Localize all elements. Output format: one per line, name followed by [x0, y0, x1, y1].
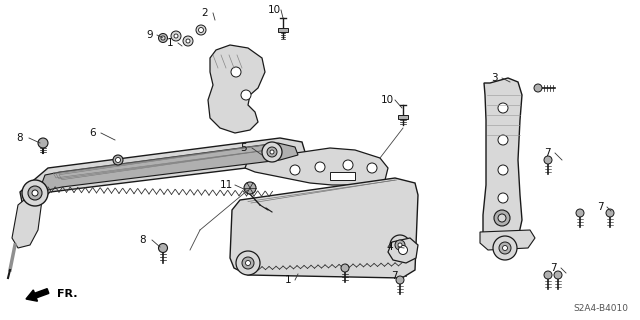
- Polygon shape: [480, 230, 535, 250]
- Circle shape: [161, 36, 165, 40]
- FancyArrow shape: [26, 289, 49, 301]
- Circle shape: [290, 165, 300, 175]
- Circle shape: [534, 84, 542, 92]
- Circle shape: [244, 182, 256, 194]
- Text: 1: 1: [166, 38, 173, 48]
- Circle shape: [498, 193, 508, 203]
- Circle shape: [498, 165, 508, 175]
- Circle shape: [246, 260, 250, 266]
- Polygon shape: [20, 138, 305, 208]
- Text: FR.: FR.: [57, 289, 77, 299]
- Circle shape: [242, 257, 254, 269]
- Circle shape: [502, 245, 508, 251]
- Text: 1: 1: [285, 275, 291, 285]
- Circle shape: [315, 162, 325, 172]
- Circle shape: [399, 245, 408, 254]
- Polygon shape: [230, 178, 418, 278]
- Circle shape: [606, 209, 614, 217]
- Text: 6: 6: [90, 128, 96, 138]
- Circle shape: [198, 28, 204, 33]
- Bar: [398, 115, 408, 119]
- Circle shape: [159, 244, 168, 252]
- Circle shape: [343, 160, 353, 170]
- Circle shape: [493, 236, 517, 260]
- Text: 7: 7: [550, 263, 556, 273]
- Polygon shape: [483, 78, 522, 248]
- Circle shape: [262, 142, 282, 162]
- Text: 7: 7: [390, 271, 397, 281]
- Circle shape: [174, 34, 178, 38]
- Text: S2A4-B4010: S2A4-B4010: [573, 304, 628, 313]
- Polygon shape: [12, 192, 42, 248]
- Text: 8: 8: [140, 235, 147, 245]
- Polygon shape: [245, 148, 388, 185]
- Circle shape: [494, 210, 510, 226]
- Circle shape: [231, 67, 241, 77]
- Text: 3: 3: [491, 73, 497, 83]
- Bar: [330, 172, 355, 180]
- Circle shape: [398, 243, 402, 247]
- Circle shape: [498, 214, 506, 222]
- Circle shape: [390, 235, 410, 255]
- Circle shape: [396, 276, 404, 284]
- Polygon shape: [388, 238, 418, 263]
- Circle shape: [554, 271, 562, 279]
- Circle shape: [22, 180, 48, 206]
- Text: 4: 4: [387, 242, 394, 252]
- Polygon shape: [208, 45, 265, 133]
- Text: 8: 8: [17, 133, 23, 143]
- Text: 10: 10: [268, 5, 280, 15]
- Bar: [278, 28, 288, 32]
- Circle shape: [113, 155, 123, 165]
- Circle shape: [544, 271, 552, 279]
- Circle shape: [341, 264, 349, 272]
- Circle shape: [236, 251, 260, 275]
- Polygon shape: [42, 143, 298, 190]
- Circle shape: [28, 186, 42, 200]
- Circle shape: [395, 240, 405, 250]
- Circle shape: [115, 157, 120, 163]
- Circle shape: [267, 147, 277, 157]
- Text: 11: 11: [220, 180, 232, 190]
- Circle shape: [38, 138, 48, 148]
- Text: 7: 7: [544, 148, 550, 158]
- Circle shape: [183, 36, 193, 46]
- Circle shape: [499, 242, 511, 254]
- Circle shape: [32, 190, 38, 196]
- Circle shape: [367, 163, 377, 173]
- Text: 5: 5: [240, 143, 246, 153]
- Circle shape: [270, 150, 274, 154]
- Circle shape: [196, 25, 206, 35]
- Circle shape: [241, 90, 251, 100]
- Text: 2: 2: [202, 8, 208, 18]
- Circle shape: [186, 39, 190, 43]
- Circle shape: [159, 34, 168, 43]
- Circle shape: [498, 135, 508, 145]
- Text: 9: 9: [147, 30, 154, 40]
- Text: 7: 7: [596, 202, 604, 212]
- Circle shape: [544, 156, 552, 164]
- Circle shape: [171, 31, 181, 41]
- Circle shape: [498, 103, 508, 113]
- Circle shape: [576, 209, 584, 217]
- Text: 10: 10: [380, 95, 394, 105]
